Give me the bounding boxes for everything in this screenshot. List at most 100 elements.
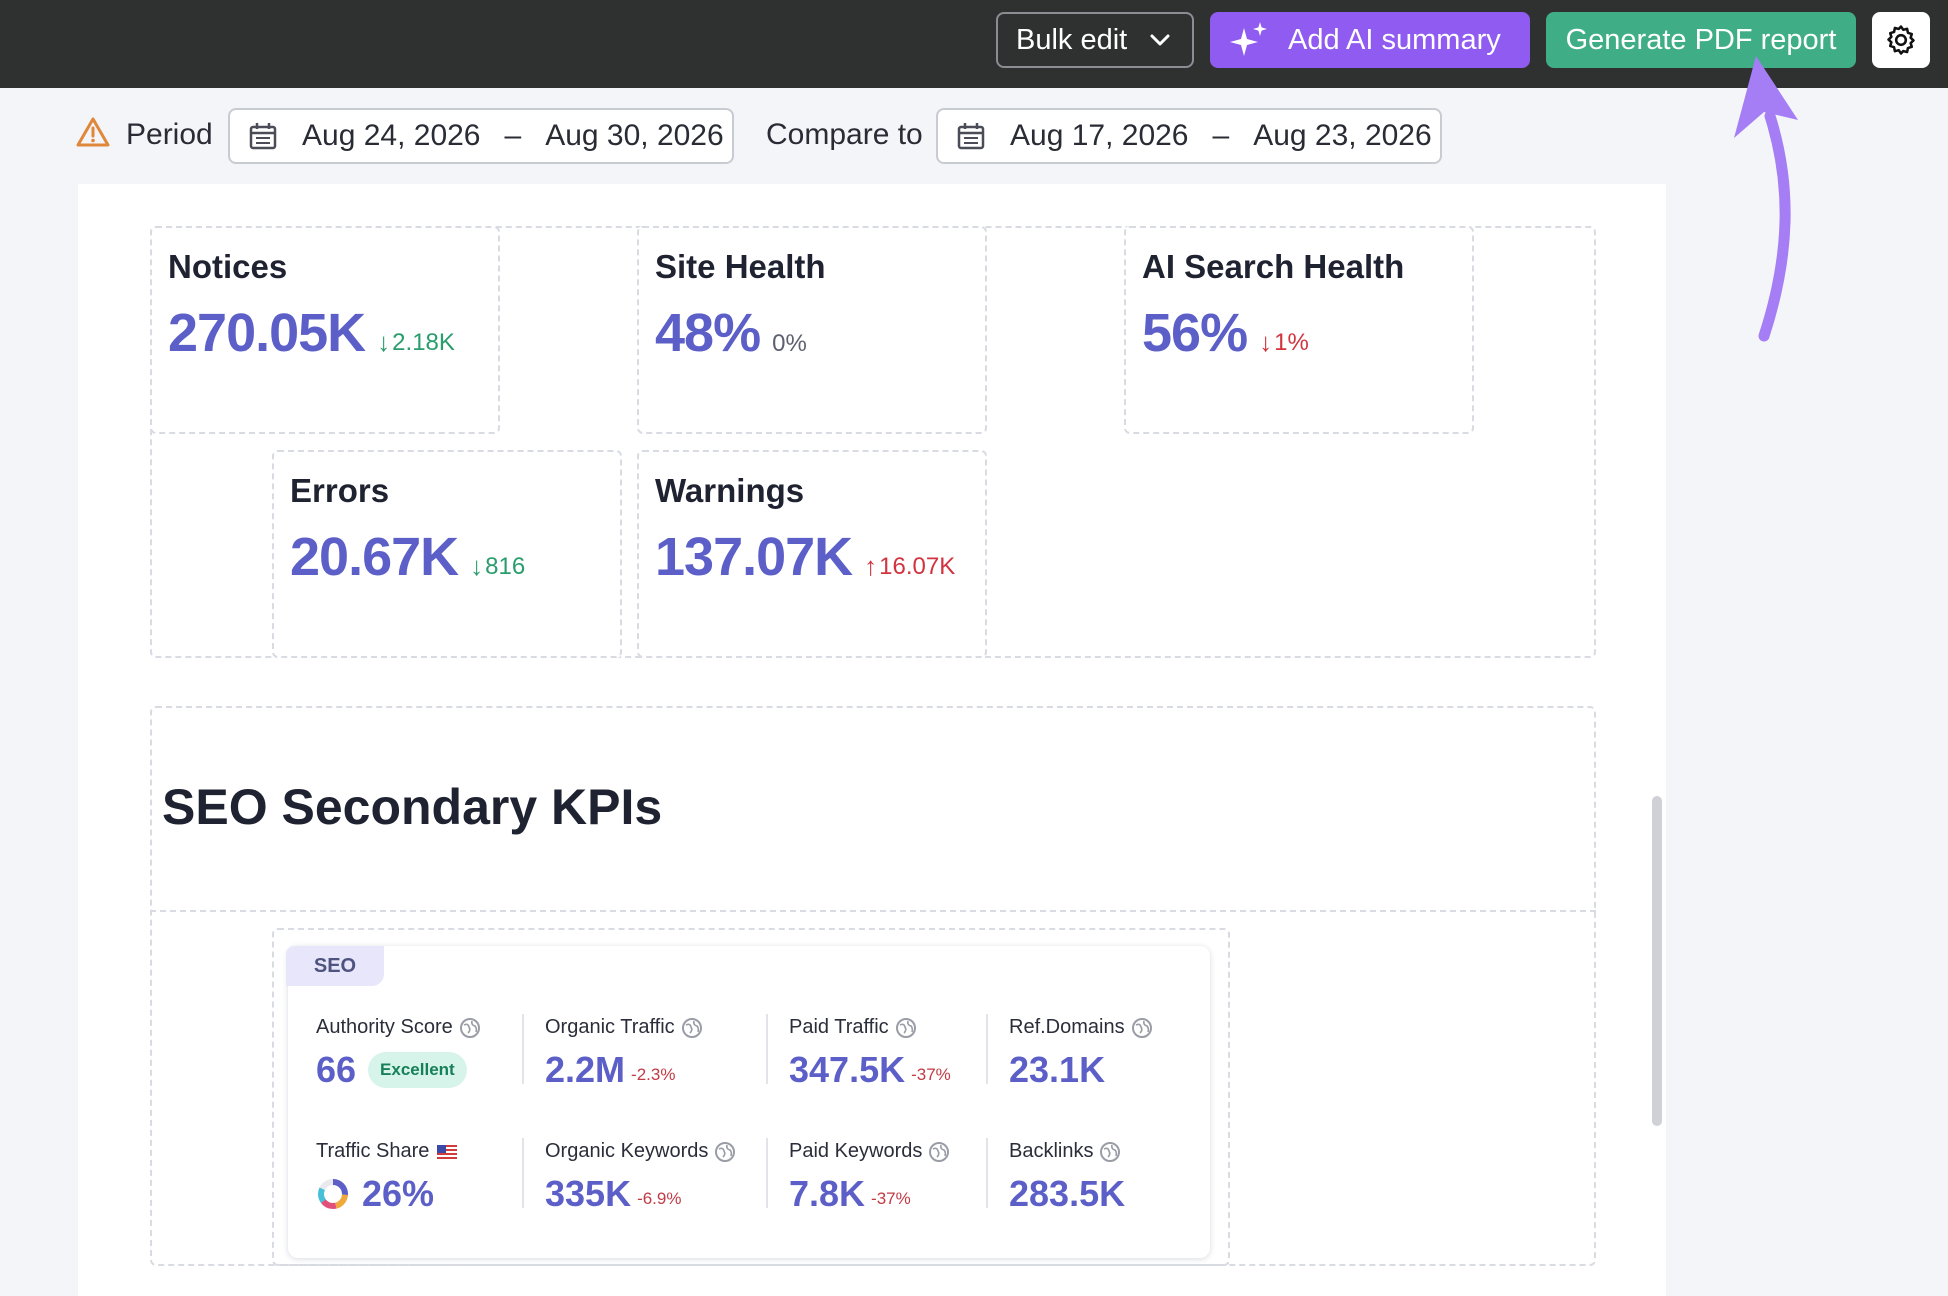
metric-delta: -37%	[871, 1189, 911, 1208]
metric-traffic-share: Traffic Share 26%	[316, 1140, 458, 1215]
kpi-card-site-health[interactable]: Site Health 48% 0%	[637, 226, 987, 434]
bulk-edit-label: Bulk edit	[1016, 23, 1128, 56]
kpi-value: 20.67K	[290, 527, 459, 587]
top-toolbar: Bulk edit Add AI summary Generate PDF re…	[0, 0, 1948, 88]
metric-value: 7.8K	[789, 1173, 866, 1214]
metric-label: Organic Traffic	[545, 1016, 675, 1038]
kpi-value: 270.05K	[168, 303, 366, 363]
metric-value: 347.5K	[789, 1049, 906, 1090]
kpi-value: 48%	[655, 303, 761, 363]
kpi-delta: ↓ 816	[470, 551, 525, 582]
globe-icon	[1131, 1017, 1153, 1039]
column-separator	[522, 1014, 524, 1084]
gear-icon	[1884, 23, 1918, 57]
metric-label: Authority Score	[316, 1016, 453, 1038]
kpi-delta-value: 816	[485, 552, 526, 580]
kpi-title: AI Search Health	[1142, 248, 1405, 285]
metric-label: Traffic Share	[316, 1140, 430, 1162]
metric-value: 2.2M	[545, 1049, 626, 1090]
kpi-card-ai-search-health[interactable]: AI Search Health 56% ↓ 1%	[1124, 226, 1474, 434]
sparkle-icon	[1230, 20, 1270, 60]
metric-delta: -37%	[911, 1065, 951, 1084]
kpi-title: Notices	[168, 248, 288, 285]
globe-icon	[681, 1017, 703, 1039]
metric-organic-traffic: Organic Traffic 2.2M -2.3%	[545, 1016, 703, 1091]
generate-pdf-report-button[interactable]: Generate PDF report	[1546, 12, 1856, 68]
seo-widget-frame	[272, 928, 1230, 1266]
seo-tag: SEO	[286, 946, 384, 986]
kpi-card-notices[interactable]: Notices 270.05K ↓ 2.18K	[150, 226, 500, 434]
metric-paid-keywords: Paid Keywords 7.8K -37%	[789, 1140, 950, 1215]
section-title[interactable]: SEO Secondary KPIs	[162, 779, 663, 835]
metric-delta: -2.3%	[631, 1065, 676, 1084]
us-flag-icon	[437, 1144, 458, 1159]
metric-label: Paid Keywords	[789, 1140, 923, 1162]
kpi-delta-value: 1%	[1274, 328, 1309, 356]
metric-value: 283.5K	[1009, 1173, 1126, 1214]
kpi-delta: 0%	[772, 330, 807, 357]
metric-ref-domains: Ref.Domains 23.1K	[1009, 1016, 1153, 1091]
warning-icon	[76, 116, 110, 148]
globe-icon	[1099, 1141, 1121, 1163]
metric-backlinks: Backlinks 283.5K	[1009, 1140, 1125, 1215]
kpi-value: 56%	[1142, 303, 1248, 363]
kpi-card-errors[interactable]: Errors 20.67K ↓ 816	[272, 450, 622, 658]
column-separator	[986, 1138, 988, 1208]
kpi-card-warnings[interactable]: Warnings 137.07K ↑ 16.07K	[637, 450, 987, 658]
vertical-scrollbar[interactable]	[1652, 796, 1662, 1126]
kpi-delta: ↑ 16.07K	[864, 551, 955, 582]
metric-label: Ref.Domains	[1009, 1016, 1125, 1038]
globe-icon	[895, 1017, 917, 1039]
donut-chart-icon	[316, 1177, 350, 1211]
globe-icon	[928, 1141, 950, 1163]
settings-button[interactable]	[1872, 12, 1930, 68]
status-badge: Excellent	[368, 1052, 467, 1088]
generate-pdf-report-label: Generate PDF report	[1565, 23, 1837, 56]
compare-date-range-picker[interactable]: Aug 17, 2026 – Aug 23, 2026	[936, 108, 1442, 164]
metric-label: Paid Traffic	[789, 1016, 889, 1038]
compare-to-label: Compare to	[766, 118, 923, 151]
kpi-delta-value: 2.18K	[392, 328, 455, 356]
globe-icon	[459, 1017, 481, 1039]
add-ai-summary-label: Add AI summary	[1288, 23, 1501, 56]
column-separator	[986, 1014, 988, 1084]
kpi-delta: ↓ 1%	[1259, 327, 1309, 358]
compare-end-date: Aug 23, 2026	[1253, 119, 1432, 152]
section-divider	[150, 910, 1596, 912]
globe-icon	[714, 1141, 736, 1163]
metric-value: 26%	[362, 1173, 435, 1214]
date-separator: –	[504, 119, 522, 152]
period-end-date: Aug 30, 2026	[545, 119, 724, 152]
kpi-delta: ↓ 2.18K	[377, 327, 455, 358]
kpi-title: Errors	[290, 472, 390, 509]
metric-organic-keywords: Organic Keywords 335K -6.9%	[545, 1140, 736, 1215]
metric-paid-traffic: Paid Traffic 347.5K -37%	[789, 1016, 951, 1091]
period-date-range-picker[interactable]: Aug 24, 2026 – Aug 30, 2026	[228, 108, 734, 164]
column-separator	[522, 1138, 524, 1208]
compare-start-date: Aug 17, 2026	[1010, 119, 1189, 152]
metric-delta: -6.9%	[637, 1189, 682, 1208]
bulk-edit-button[interactable]: Bulk edit	[996, 12, 1194, 68]
metric-value: 66	[316, 1049, 357, 1090]
kpi-title: Site Health	[655, 248, 826, 285]
arrow-down-icon: ↓	[377, 327, 391, 357]
date-separator: –	[1212, 119, 1230, 152]
metric-label: Backlinks	[1009, 1140, 1094, 1162]
kpi-value: 137.07K	[655, 527, 853, 587]
period-start-date: Aug 24, 2026	[302, 119, 481, 152]
add-ai-summary-button[interactable]: Add AI summary	[1210, 12, 1530, 68]
period-bar: Period Aug 24, 2026 – Aug 30, 2026 Compa…	[0, 88, 1948, 184]
column-separator	[766, 1138, 768, 1208]
metric-value: 335K	[545, 1173, 632, 1214]
arrow-up-icon: ↑	[864, 551, 878, 581]
calendar-icon	[956, 121, 986, 151]
metric-label: Organic Keywords	[545, 1140, 709, 1162]
metric-value: 23.1K	[1009, 1049, 1106, 1090]
arrow-down-icon: ↓	[470, 551, 484, 581]
calendar-icon	[248, 121, 278, 151]
column-separator	[766, 1014, 768, 1084]
seo-widget[interactable]	[288, 946, 1210, 1258]
metric-authority-score: Authority Score 66 Excellent	[316, 1016, 481, 1091]
arrow-down-icon: ↓	[1259, 327, 1273, 357]
annotation-arrow-icon	[1700, 56, 1810, 351]
